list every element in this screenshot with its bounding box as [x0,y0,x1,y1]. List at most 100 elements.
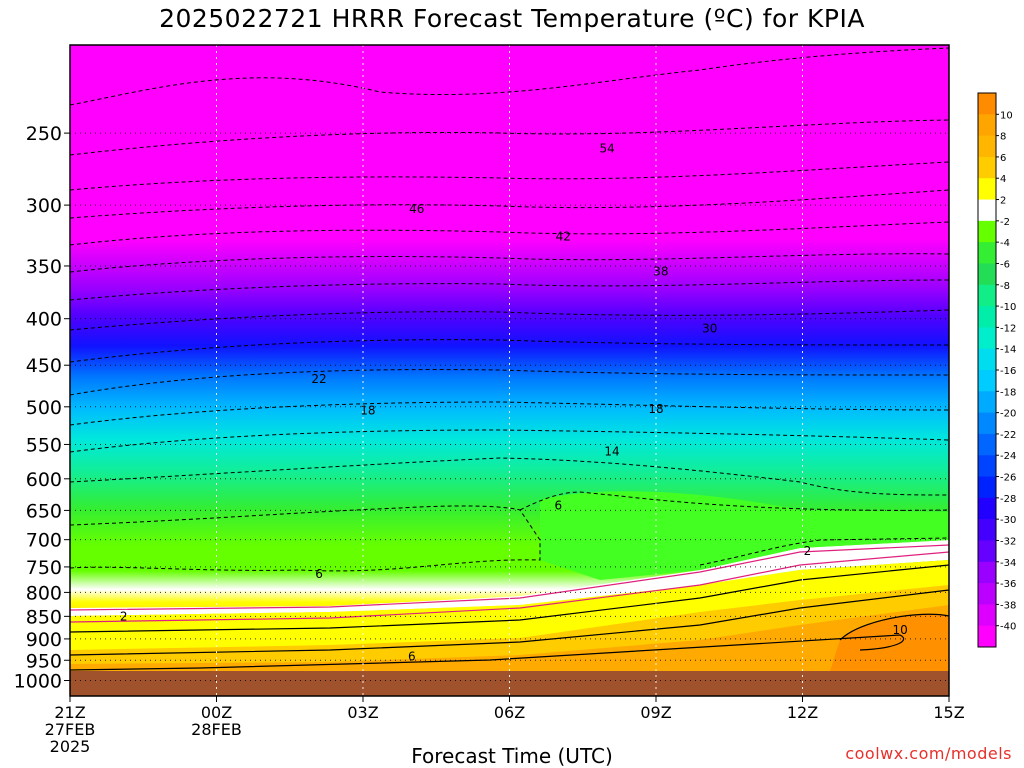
colorbar: 10 8 6 4 2 -2 -4 -6 -8 -10 -12 -14 -16 -18 -20 -22 -24 -2… [977,92,1016,648]
green-moist-region [540,491,949,580]
colorbar-label: 2 [1000,196,1006,207]
colorbar-label: 4 [1000,174,1006,185]
colorbar-label: -10 [1000,302,1016,313]
colorbar-swatch [978,306,996,328]
contour-label: 22 [311,372,326,386]
y-tick-label: 950 [26,650,62,672]
colorbar-swatch [978,476,996,499]
x-tick-label: 09Z [640,703,671,722]
contour-label: 38 [653,265,668,279]
y-tick-label: 550 [26,434,62,456]
contour-label: 42 [556,230,571,244]
colorbar-swatch [978,455,996,478]
contour-label: 6 [408,650,416,664]
x-axis-label: Forecast Time (UTC) [411,744,613,768]
colorbar-label: -16 [1000,366,1016,377]
y-tick-label: 900 [26,629,62,651]
colorbar-swatch [978,370,996,392]
colorbar-swatch [978,497,996,520]
colorbar-label: -38 [1000,600,1016,611]
contour-label: 2 [804,544,812,558]
colorbar-swatch [978,156,996,179]
colorbar-label: -40 [1000,622,1016,633]
colorbar-swatch [978,625,996,648]
colorbar-swatch [978,114,996,137]
y-tick-label: 650 [26,500,62,522]
y-tick-label: 750 [26,557,62,579]
contour-label: 18 [648,402,663,416]
colorbar-swatch [978,135,996,158]
warm-orange-band [70,605,949,671]
colorbar-label: -12 [1000,323,1016,334]
y-tick-label: 250 [26,123,62,145]
colorbar-label: -26 [1000,473,1016,484]
colorbar-label: -8 [1000,281,1010,292]
y-tick-label: 500 [26,397,62,419]
colorbar-label: 10 [1000,110,1013,121]
colorbar-swatch [978,391,996,414]
colorbar-swatch [978,583,996,605]
y-tick-label: 300 [26,195,62,217]
y-tick-label: 600 [26,469,62,491]
colorbar-label: 6 [1000,153,1006,164]
contour-label: 14 [604,445,619,459]
x-tick-label: 15Z [933,703,964,722]
contour-label: 54 [600,142,615,156]
credit-text: coolwx.com/models [845,744,1012,763]
colorbar-swatch [978,242,996,264]
y-tick-label: 400 [26,309,62,331]
colorbar-swatch [978,220,996,243]
colorbar-label: -2 [1000,217,1010,228]
colorbar-swatch [978,433,996,456]
colorbar-label: -30 [1000,515,1016,526]
y-tick-label: 800 [26,582,62,604]
colorbar-label: -20 [1000,409,1016,420]
colorbar-swatch [978,348,996,371]
colorbar-swatch [978,540,996,563]
colorbar-label: -32 [1000,536,1016,547]
colorbar-label: -28 [1000,494,1016,505]
colorbar-label: -4 [1000,238,1010,249]
colorbar-swatch [978,519,996,541]
colorbar-label: -34 [1000,558,1016,569]
colorbar-swatch [978,327,996,350]
colorbar-swatch [978,263,996,286]
contour-label: 30 [702,321,717,335]
x-tick-label: 03Z [347,703,378,722]
y-tick-label: 850 [26,606,62,628]
freezing-lines [69,544,950,623]
colorbar-swatch [978,93,996,115]
colorbar-swatch [978,178,996,201]
ground-surface [70,671,949,696]
contour-lines [69,47,950,572]
colorbar-swatch [978,199,996,222]
colorbar-swatch [978,561,996,584]
contour-label: 18 [360,404,375,418]
colorbar-label: -6 [1000,259,1010,270]
y-tick-label: 450 [26,355,62,377]
chart-title: 2025022721 HRRR Forecast Temperature (ºC… [159,4,865,33]
x-tick-year: 2025 [50,737,91,756]
x-tick-label: 06Z [494,703,525,722]
y-tick-label: 1000 [14,671,62,693]
contour-label: 10 [893,623,908,637]
x-tick-date: 27FEB [45,720,96,739]
colorbar-label: -36 [1000,579,1016,590]
colorbar-swatch [978,412,996,435]
x-tick-label: 21Z [54,703,85,722]
contour-label: 6 [315,567,323,581]
contour-label: 6 [555,499,563,513]
colorbar-label: -14 [1000,345,1016,356]
y-tick-label: 700 [26,530,62,552]
colorbar-swatch [978,284,996,307]
contour-label: 2 [120,609,128,623]
x-tick-label: 00Z [201,703,232,722]
y-axis: 2503003504004505005506006507007508008509… [14,123,70,693]
y-tick-label: 350 [26,256,62,278]
colorbar-label: -22 [1000,430,1016,441]
x-tick-label: 12Z [787,703,818,722]
warmest-orange-patch [830,614,949,671]
